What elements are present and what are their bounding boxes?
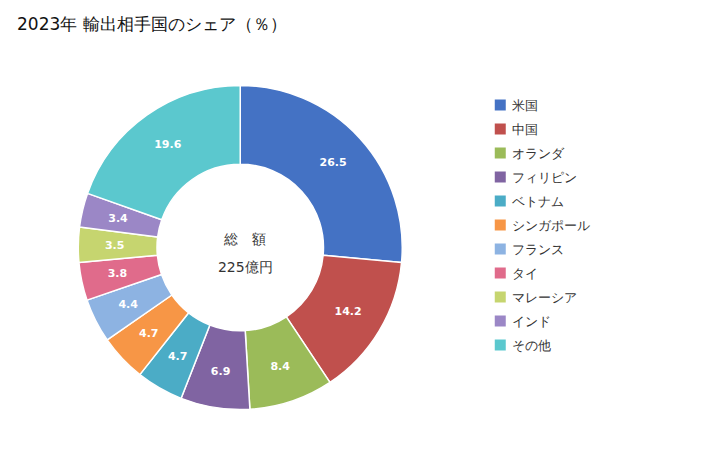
svg-text:オランダ: オランダ: [512, 146, 565, 161]
svg-text:19.6: 19.6: [154, 138, 181, 151]
svg-text:3.5: 3.5: [105, 239, 125, 252]
svg-text:ベトナム: ベトナム: [512, 194, 564, 209]
svg-text:インド: インド: [512, 314, 551, 329]
svg-text:中国: 中国: [512, 122, 538, 137]
svg-text:総 額: 総 額: [223, 231, 266, 247]
svg-text:4.4: 4.4: [118, 298, 138, 311]
svg-text:8.4: 8.4: [270, 360, 290, 373]
svg-text:シンガポール: シンガポール: [512, 218, 590, 233]
svg-text:6.9: 6.9: [211, 365, 231, 378]
svg-text:4.7: 4.7: [139, 327, 159, 340]
svg-text:米国: 米国: [512, 98, 538, 113]
svg-text:3.8: 3.8: [108, 267, 128, 280]
svg-text:26.5: 26.5: [320, 156, 347, 169]
svg-text:タイ: タイ: [512, 266, 538, 281]
svg-text:225億円: 225億円: [218, 259, 273, 275]
svg-text:その他: その他: [512, 338, 551, 353]
svg-text:2023年 輸出相手国のシェア（％）: 2023年 輸出相手国のシェア（％）: [17, 14, 287, 34]
svg-text:マレーシア: マレーシア: [512, 290, 577, 305]
svg-text:3.4: 3.4: [108, 212, 128, 225]
svg-text:14.2: 14.2: [335, 305, 362, 318]
svg-text:フィリピン: フィリピン: [512, 170, 577, 185]
svg-text:4.7: 4.7: [168, 350, 188, 363]
svg-text:フランス: フランス: [512, 242, 564, 257]
